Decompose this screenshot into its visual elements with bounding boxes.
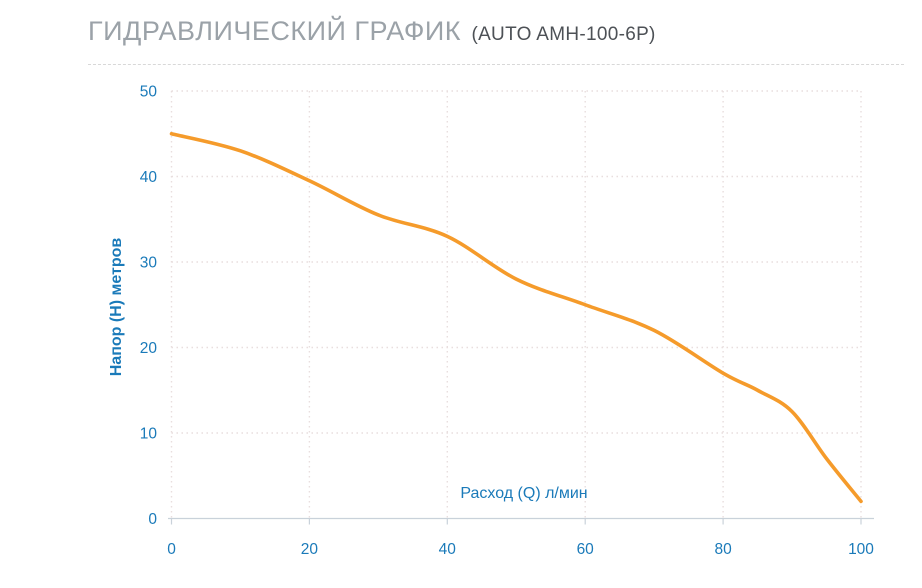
y-tick-label-30: 30 (140, 255, 158, 272)
y-tick-label-0: 0 (148, 511, 157, 528)
x-tick-label-100: 100 (848, 541, 874, 558)
page-title: ГИДРАВЛИЧЕСКИЙ ГРАФИК (88, 16, 461, 46)
x-tick-label-20: 20 (301, 541, 319, 558)
y-tick-label-40: 40 (140, 169, 158, 186)
x-tick-label-60: 60 (577, 541, 595, 558)
page-title-model: (AUTO AMH-100-6P) (471, 24, 656, 45)
title-separator (88, 64, 904, 65)
y-axis-title: Напор (H) метров (108, 237, 125, 377)
pump-performance-curve (169, 131, 863, 504)
x-tick-label-80: 80 (714, 541, 732, 558)
y-tick-label-10: 10 (140, 426, 158, 443)
chart-header: ГИДРАВЛИЧЕСКИЙ ГРАФИК (AUTO AMH-100-6P) (88, 16, 902, 47)
x-axis-title: Расход (Q) л/мин (460, 485, 588, 502)
x-tick-label-0: 0 (167, 541, 176, 558)
y-tick-label-20: 20 (140, 340, 158, 357)
x-tick-label-40: 40 (439, 541, 457, 558)
y-tick-label-50: 50 (140, 84, 158, 101)
